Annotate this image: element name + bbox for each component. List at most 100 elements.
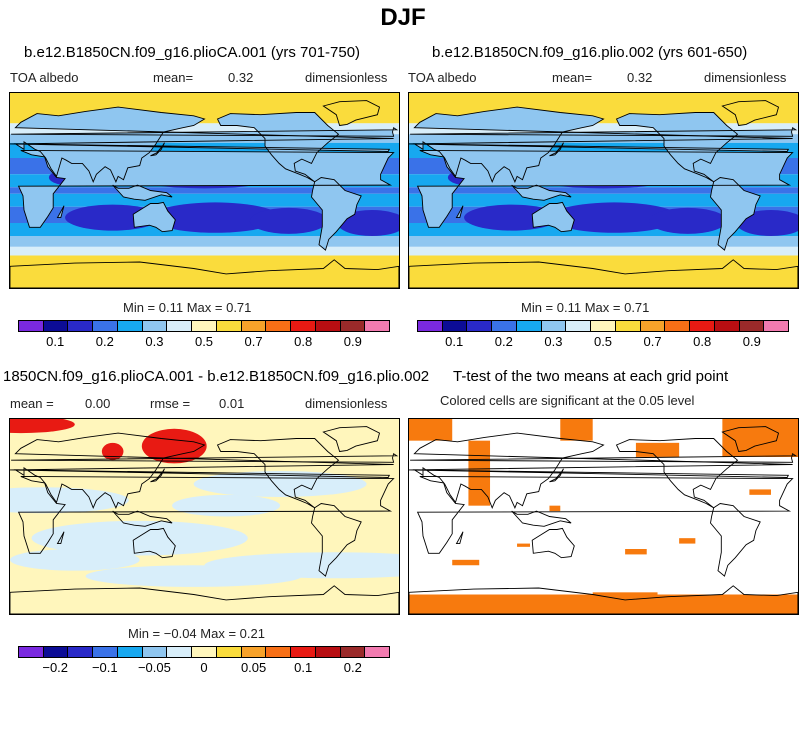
diff-positive-region [10, 419, 75, 434]
coastline [511, 184, 572, 201]
panel1-mean-value: 0.32 [228, 70, 254, 85]
colorbar-tick-label: 0.5 [194, 334, 214, 349]
panel2-mean-label: mean= [552, 70, 593, 85]
coastline [322, 100, 381, 127]
diff-negative-region [85, 565, 302, 587]
significant-cells [765, 421, 798, 457]
albedo-low-region [648, 207, 727, 234]
significant-cells [409, 594, 464, 608]
panel2-variable: TOA albedo [408, 70, 477, 85]
colorbar-swatch [442, 321, 468, 331]
coastline [410, 126, 798, 137]
panel1-variable: TOA albedo [10, 70, 79, 85]
map-canvas [409, 419, 798, 614]
panel3-rmse-label: rmse = [150, 396, 191, 411]
colorbar-swatch [764, 321, 789, 331]
coastline [531, 527, 575, 559]
significant-cells [592, 592, 658, 598]
colorbar-tick-label: 0.1 [445, 334, 464, 349]
colorbar-swatch [117, 647, 143, 657]
colorbar-swatch [43, 321, 69, 331]
land-fill [217, 112, 339, 182]
coastline [410, 452, 798, 463]
significant-cells [549, 505, 561, 512]
colorbar-swatch [241, 321, 267, 331]
colorbar-swatch [340, 647, 366, 657]
colorbar-swatch [266, 647, 292, 657]
coastline [549, 142, 564, 157]
albedo-low-region [337, 210, 399, 236]
colorbar-swatch [340, 321, 366, 331]
colorbar-swatch [142, 647, 168, 657]
ice-fill [722, 100, 779, 126]
land-fill [616, 112, 738, 182]
panel1-units: dimensionless [305, 70, 388, 85]
colorbar-swatch [591, 321, 616, 331]
colorbar-swatch [516, 321, 542, 331]
coastline [150, 468, 165, 483]
panel2-min-max: Min = 0.11 Max = 0.71 [521, 300, 650, 315]
panel4-title: T-test of the two means at each grid poi… [453, 368, 729, 385]
diff-positive-region [101, 442, 124, 461]
diff-positive-region [141, 428, 207, 464]
land-fill [417, 150, 793, 228]
colorbar-swatch [93, 647, 118, 657]
colorbar-tick-label: 0.2 [343, 660, 362, 675]
coastline [710, 503, 761, 577]
coastline [132, 201, 176, 233]
land-fill [133, 202, 176, 232]
panel3-colorbar [18, 646, 390, 658]
colorbar-swatch [266, 321, 292, 331]
panel1-min-max: Min = 0.11 Max = 0.71 [123, 300, 252, 315]
significant-cells [679, 538, 696, 544]
albedo-band [10, 193, 399, 207]
significant-cells [625, 549, 647, 555]
coastline [10, 585, 399, 614]
significant-cells [517, 543, 531, 547]
significant-cells [452, 559, 480, 566]
coastline [409, 585, 798, 614]
colorbar-tick-label: 0.5 [593, 334, 613, 349]
colorbar-swatch [68, 647, 94, 657]
colorbar-swatch [365, 647, 390, 657]
land-fill [456, 205, 463, 218]
colorbar-tick-label: 0.7 [244, 334, 263, 349]
coastline [311, 503, 362, 577]
colorbar-swatch [216, 647, 242, 657]
diff-negative-region [10, 549, 140, 571]
land-fill [57, 205, 64, 218]
coastline [511, 510, 572, 527]
map-canvas [10, 419, 399, 614]
colorbar-tick-label: −0.1 [91, 660, 118, 675]
coastline [710, 177, 761, 251]
coastline [11, 126, 399, 137]
colorbar-tick-label: 0.9 [742, 334, 761, 349]
significant-cells [635, 442, 680, 457]
land-fill [511, 185, 572, 201]
colorbar-swatch [68, 321, 94, 331]
colorbar-tick-label: 0.2 [95, 334, 114, 349]
coastline [56, 205, 65, 219]
coastline [615, 112, 739, 183]
colorbar-swatch [665, 321, 691, 331]
panel1-title: b.e12.B1850CN.f09_g16.plioCA.001 (yrs 70… [24, 44, 361, 61]
colorbar-swatch [241, 647, 267, 657]
coastline [409, 259, 798, 288]
coastline [216, 112, 340, 183]
coastline [416, 475, 794, 554]
panel3-mean-label: mean = [10, 396, 54, 411]
colorbar-swatch [640, 321, 666, 331]
ice-fill [10, 259, 399, 288]
coastline [455, 531, 464, 545]
colorbar-swatch [541, 321, 567, 331]
map-canvas [10, 93, 399, 288]
coastline [311, 177, 362, 251]
albedo-low-region [549, 202, 680, 233]
coastline [455, 205, 464, 219]
coastline [112, 184, 173, 201]
diff-negative-region [172, 494, 281, 517]
panel2-albedo-map [408, 92, 799, 289]
panel2-units: dimensionless [704, 70, 787, 85]
panel4-subtitle: Colored cells are significant at the 0.0… [440, 393, 695, 408]
coastline [549, 468, 564, 483]
